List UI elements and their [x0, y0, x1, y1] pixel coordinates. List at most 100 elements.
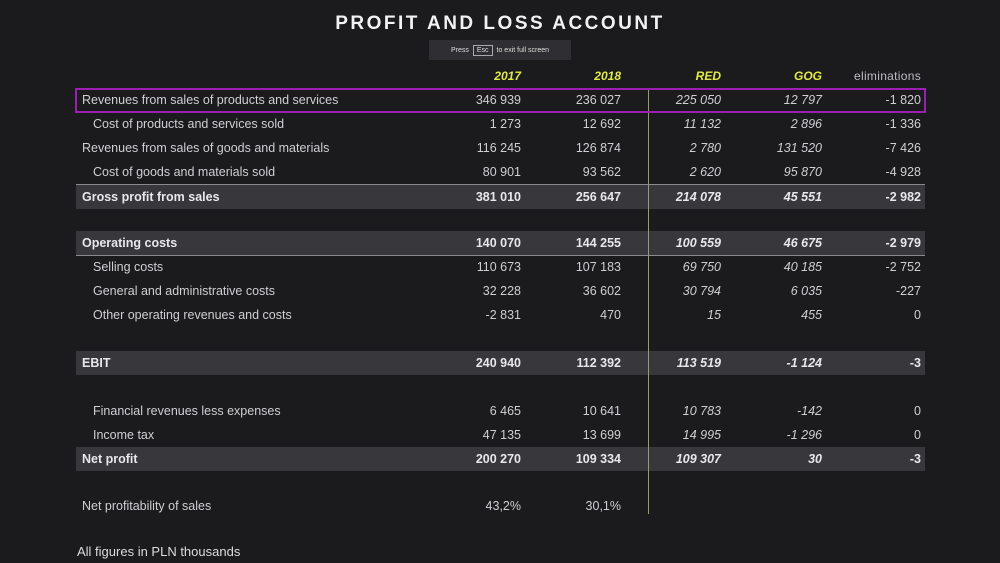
cell-eliminations: 0 — [914, 427, 921, 442]
cell-2017: 43,2% — [485, 499, 521, 514]
cell-gog: 30 — [808, 451, 822, 466]
cell-eliminations: -4 928 — [885, 164, 921, 179]
column-header-2017: 2017 — [494, 69, 521, 83]
cell-2017: 140 070 — [475, 236, 521, 251]
cell-red: 100 559 — [675, 236, 721, 251]
row-label: Selling costs — [93, 260, 164, 275]
cell-red: 214 078 — [675, 189, 721, 204]
cell-red: 10 783 — [682, 403, 721, 418]
table-row: Financial revenues less expenses 6 465 10 … — [76, 399, 925, 423]
row-label: EBIT — [82, 355, 111, 370]
cell-red: 109 307 — [675, 451, 721, 466]
table-row: Net profit 200 270 109 334 109 307 30 -3 — [76, 446, 925, 471]
table-row: Other operating revenues and costs -2 831… — [76, 303, 925, 327]
row-label: Net profitability of sales — [82, 499, 212, 514]
cell-gog: -1 124 — [786, 355, 822, 370]
row-label: Net profit — [82, 451, 138, 466]
cell-red: 2 620 — [689, 164, 721, 179]
footnote: All figures in PLN thousands — [77, 544, 241, 559]
cell-2017: 116 245 — [476, 140, 521, 155]
cell-2017: 381 010 — [475, 189, 521, 204]
column-header-gog: GOG — [793, 69, 822, 83]
table-row: Net profitability of sales 43,2% 30,1% — [76, 494, 925, 518]
cell-gog: 131 520 — [776, 140, 822, 155]
cell-eliminations: -2 979 — [885, 236, 921, 251]
row-label: Cost of products and services sold — [93, 116, 285, 131]
cell-gog: 46 675 — [783, 236, 822, 251]
row-label: Revenues from sales of products and serv… — [82, 93, 339, 107]
cell-red: 113 519 — [676, 355, 721, 370]
cell-red: 11 132 — [683, 116, 721, 131]
cell-gog: -142 — [796, 403, 822, 418]
cell-eliminations: -1 336 — [885, 116, 921, 131]
cell-2017: 32 228 — [482, 284, 521, 299]
cell-gog: 12 797 — [783, 93, 822, 107]
cell-eliminations: -7 426 — [885, 140, 921, 155]
page-title: PROFIT AND LOSS ACCOUNT — [335, 13, 665, 34]
fullscreen-toast: Press Esc to exit full screen — [429, 40, 571, 60]
table-row: Revenues from sales of products and serv… — [76, 88, 925, 112]
table-row: Operating costs 140 070 144 255 100 559 46 6… — [76, 231, 925, 257]
cell-2018: 107 183 — [575, 260, 621, 275]
cell-2018: 112 392 — [576, 355, 622, 370]
table-row: General and administrative costs 32 228 36… — [76, 279, 925, 303]
cell-2018: 144 255 — [575, 236, 621, 251]
cell-2017: 47 135 — [482, 427, 521, 442]
cell-red: 2 780 — [689, 140, 721, 155]
cell-red: 30 794 — [682, 284, 721, 299]
row-highlight-box — [75, 88, 926, 113]
cell-2017: 346 939 — [475, 93, 521, 107]
column-header-2018: 2018 — [594, 69, 621, 83]
cell-2017: 6 465 — [489, 403, 521, 418]
row-label: Income tax — [93, 427, 155, 442]
cell-eliminations: -2 752 — [885, 260, 921, 275]
cell-2018: 256 647 — [575, 189, 621, 204]
cell-red: 14 995 — [682, 427, 721, 442]
table-row: Income tax 47 135 13 699 14 995 -1 296 0 — [76, 423, 925, 447]
cell-2017: 80 901 — [482, 164, 521, 179]
row-label: Cost of goods and materials sold — [93, 164, 276, 179]
cell-2018: 36 602 — [582, 284, 621, 299]
esc-key[interactable]: Esc — [472, 44, 493, 56]
row-label: Other operating revenues and costs — [93, 308, 292, 323]
column-divider — [648, 88, 649, 514]
cell-gog: 6 035 — [790, 284, 822, 299]
table-row: Selling costs 110 673 107 183 69 750 40 185 -… — [76, 255, 925, 279]
cell-gog: 95 870 — [783, 164, 822, 179]
cell-2018: 12 692 — [582, 116, 621, 131]
cell-gog: 2 896 — [790, 116, 822, 131]
cell-gog: -1 296 — [786, 427, 822, 442]
cell-red: 69 750 — [682, 260, 721, 275]
cell-2018: 30,1% — [585, 499, 621, 514]
cell-eliminations: 0 — [914, 308, 921, 323]
cell-gog: 40 185 — [783, 260, 822, 275]
cell-eliminations: -3 — [909, 355, 921, 370]
row-label: Gross profit from sales — [82, 189, 220, 204]
toast-text: to exit full screen — [496, 46, 550, 54]
cell-2018: 13 699 — [582, 427, 621, 442]
cell-red: 225 050 — [675, 93, 721, 107]
cell-2017: -2 831 — [485, 308, 521, 323]
row-label: Operating costs — [82, 236, 178, 251]
cell-2017: 110 673 — [476, 260, 521, 275]
column-header-eliminations: eliminations — [854, 69, 921, 83]
toast-press: Press — [450, 46, 469, 54]
cell-2018: 10 641 — [582, 403, 621, 418]
cell-eliminations: -227 — [895, 284, 921, 299]
column-header-red: RED — [695, 69, 721, 83]
cell-gog: 45 551 — [783, 189, 822, 204]
table-row: Cost of goods and materials sold 80 901 93… — [76, 160, 925, 184]
cell-2018: 109 334 — [575, 451, 621, 466]
table-row: Cost of products and services sold 1 273 1… — [76, 112, 925, 136]
table-row: EBIT 240 940 112 392 113 519 -1 124 -3 — [76, 350, 925, 375]
cell-2018: 93 562 — [582, 164, 621, 179]
cell-2018: 470 — [600, 308, 621, 323]
cell-red: 15 — [707, 308, 721, 323]
cell-gog: 455 — [801, 308, 822, 323]
cell-eliminations: -3 — [909, 451, 921, 466]
table-row: Gross profit from sales 381 010 256 647 214… — [76, 183, 925, 209]
cell-eliminations: -2 982 — [885, 189, 921, 204]
cell-2017: 240 940 — [475, 355, 521, 370]
cell-2018: 126 874 — [575, 140, 621, 155]
cell-2018: 236 027 — [575, 93, 621, 107]
